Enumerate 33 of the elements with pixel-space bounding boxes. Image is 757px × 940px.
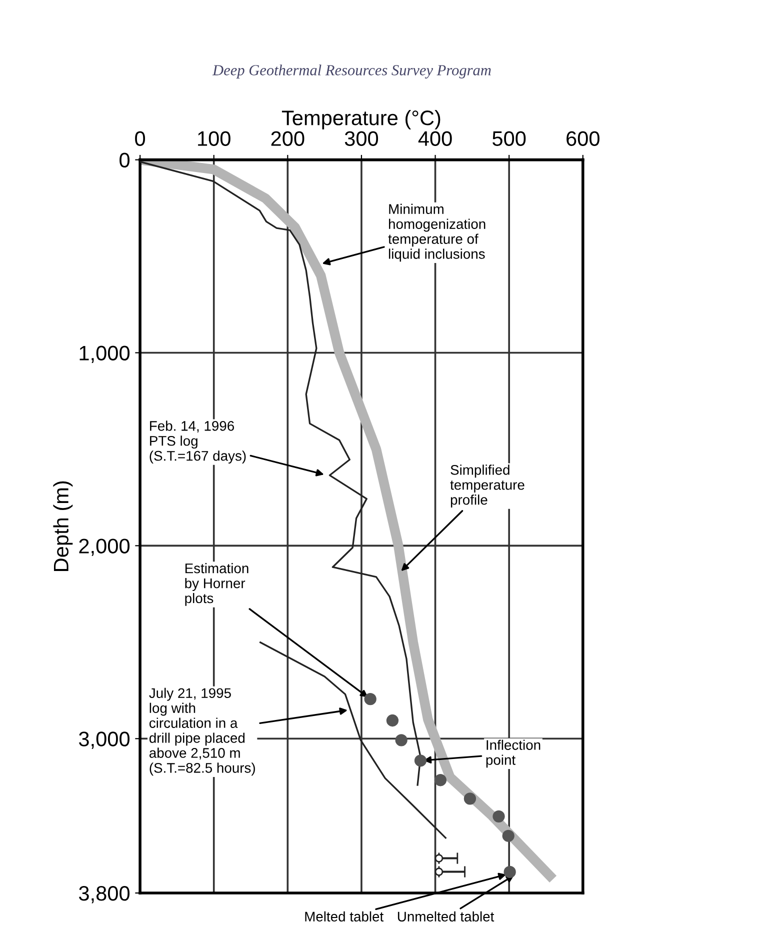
point	[364, 693, 376, 706]
point	[502, 830, 514, 842]
y-tick-label: 2,000	[79, 538, 130, 556]
x-tick-label: 600	[566, 131, 600, 146]
x-tick-label: 100	[198, 131, 230, 146]
point	[492, 810, 505, 822]
y-tick-label: 3,800	[78, 886, 130, 904]
y-tick-label: 0	[120, 152, 130, 168]
y-tick-label: 3,000	[78, 732, 130, 749]
annotation: July 21, 1995 log with circulation in a drill pipe placed above 2,510 m (S.T.=82.5 hours)	[149, 688, 255, 776]
annotation: Feb. 14, 1996 PTS log (S.T.=167 days)	[150, 420, 246, 464]
point	[434, 774, 447, 786]
x-tick-label: 400	[418, 131, 452, 146]
x-tick-label: 200	[271, 131, 304, 146]
point	[414, 754, 427, 767]
annotation: Melted tablet	[305, 911, 384, 922]
annotation: Inflection point	[486, 740, 540, 768]
point	[464, 792, 476, 805]
point	[386, 714, 399, 727]
chart-title: Deep Geothermal Resources Survey Program	[212, 64, 491, 78]
x-tick-label: 0	[135, 131, 146, 146]
x-axis-title: Temperature (°C)	[282, 110, 440, 130]
line-series	[260, 642, 446, 839]
annotation: Unmelted tablet	[398, 911, 494, 922]
annotation: Estimation by Horner plots	[185, 563, 248, 606]
point	[395, 734, 408, 746]
annotation: Minimum homogenization temperature of liquid inclusions	[388, 204, 486, 262]
annotation: Simplified temperature profile	[450, 464, 524, 508]
point	[504, 866, 516, 878]
x-tick-label: 500	[492, 131, 526, 146]
x-tick-label: 300	[344, 131, 378, 146]
y-tick-label: 1,000	[80, 346, 130, 363]
y-axis-title: Depth (m)	[53, 481, 73, 571]
